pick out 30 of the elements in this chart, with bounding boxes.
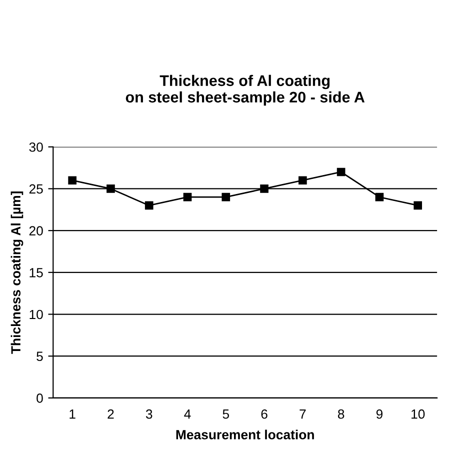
x-tick-label: 9 — [376, 409, 383, 419]
point — [260, 184, 268, 193]
point — [144, 201, 154, 210]
y-tick-label: 10 — [30, 310, 43, 320]
x-axis-title: Measurement location — [176, 430, 314, 440]
x-tick-label: 4 — [184, 410, 191, 419]
x-tick-label: 2 — [108, 409, 114, 419]
y-axis-title: Thickness coating Al [µm] — [10, 192, 24, 354]
x-tick-label: 7 — [300, 410, 306, 419]
x-tick-label: 5 — [222, 410, 230, 419]
x-tick-label: 3 — [146, 409, 152, 419]
point — [375, 192, 384, 202]
y-tick-label: 5 — [36, 352, 43, 362]
chart-title: Thickness of Al coating on steel sheet-sample 20 - side A — [126, 74, 365, 106]
y-tick-label: 25 — [29, 184, 43, 194]
point — [336, 168, 346, 176]
x-tick-label: 8 — [338, 409, 344, 419]
x-tick-label: 10 — [412, 409, 425, 419]
x-tick-label: 6 — [261, 409, 268, 419]
point — [68, 176, 76, 185]
point — [298, 176, 307, 185]
y-tick-label: 20 — [29, 226, 43, 236]
x-tick-label: 1 — [70, 410, 76, 419]
y-tick-label: 0 — [36, 394, 43, 403]
point — [222, 192, 230, 202]
point — [106, 184, 115, 193]
y-tick-label: 15 — [30, 268, 43, 278]
y-tick-label: 30 — [29, 142, 43, 152]
point — [414, 201, 422, 210]
point — [183, 192, 192, 202]
